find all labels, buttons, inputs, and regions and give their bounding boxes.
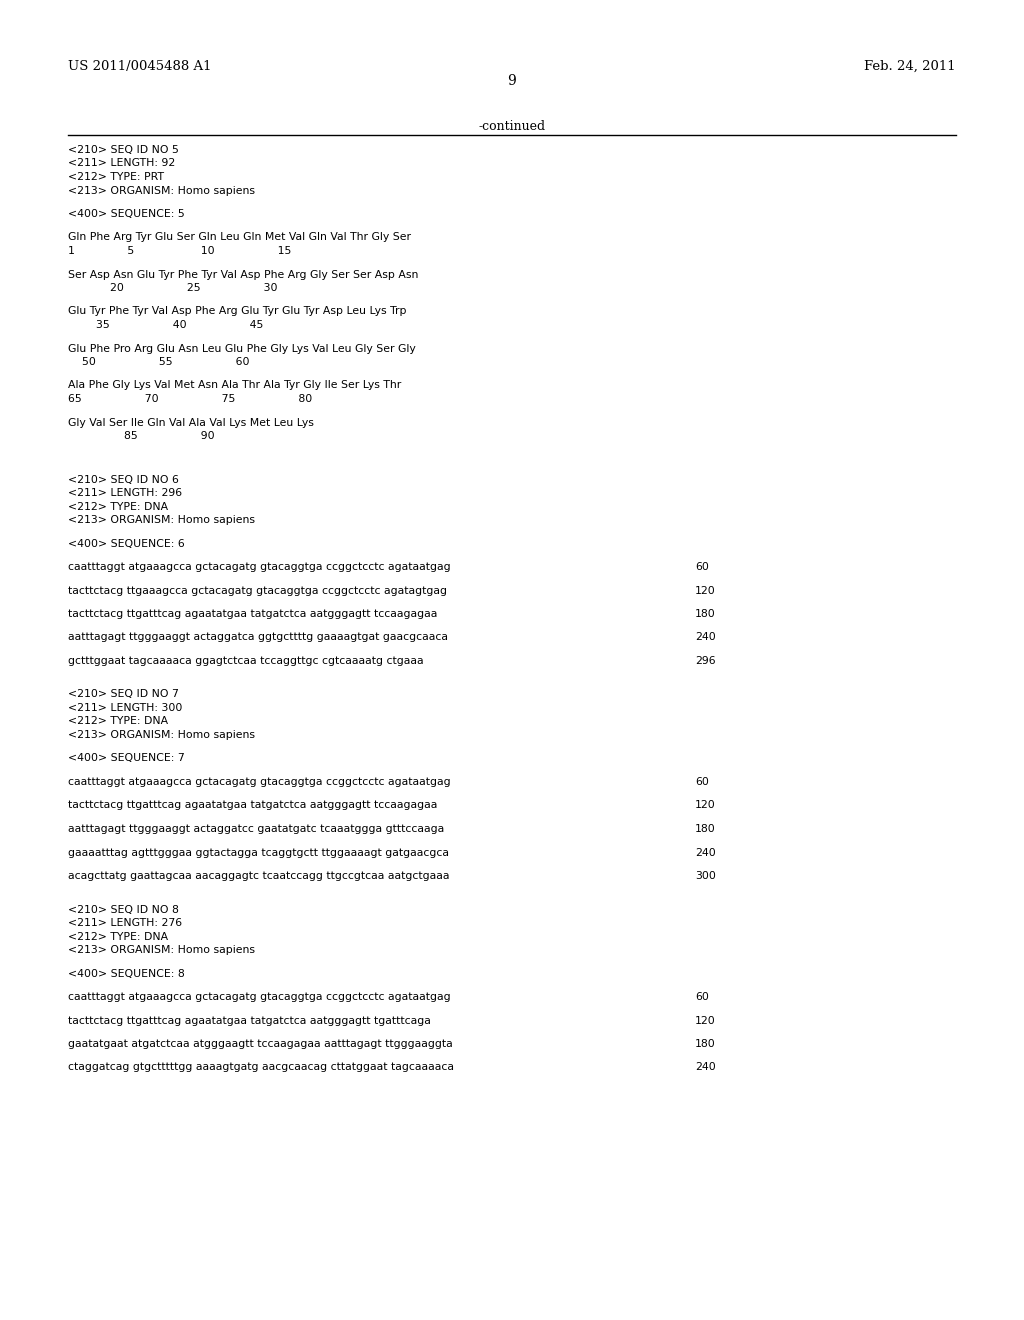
Text: 240: 240 bbox=[695, 847, 716, 858]
Text: <210> SEQ ID NO 5: <210> SEQ ID NO 5 bbox=[68, 145, 179, 154]
Text: tacttctacg ttgatttcag agaatatgaa tatgatctca aatgggagtt tccaagagaa: tacttctacg ttgatttcag agaatatgaa tatgatc… bbox=[68, 800, 437, 810]
Text: 296: 296 bbox=[695, 656, 716, 667]
Text: tacttctacg ttgaaagcca gctacagatg gtacaggtga ccggctcctc agatagtgag: tacttctacg ttgaaagcca gctacagatg gtacagg… bbox=[68, 586, 447, 595]
Text: 50                  55                  60: 50 55 60 bbox=[68, 356, 250, 367]
Text: Gly Val Ser Ile Gln Val Ala Val Lys Met Leu Lys: Gly Val Ser Ile Gln Val Ala Val Lys Met … bbox=[68, 417, 314, 428]
Text: caatttaggt atgaaagcca gctacagatg gtacaggtga ccggctcctc agataatgag: caatttaggt atgaaagcca gctacagatg gtacagg… bbox=[68, 993, 451, 1002]
Text: <211> LENGTH: 296: <211> LENGTH: 296 bbox=[68, 488, 182, 498]
Text: -continued: -continued bbox=[478, 120, 546, 133]
Text: 300: 300 bbox=[695, 871, 716, 880]
Text: <213> ORGANISM: Homo sapiens: <213> ORGANISM: Homo sapiens bbox=[68, 730, 255, 741]
Text: Gln Phe Arg Tyr Glu Ser Gln Leu Gln Met Val Gln Val Thr Gly Ser: Gln Phe Arg Tyr Glu Ser Gln Leu Gln Met … bbox=[68, 232, 411, 243]
Text: <213> ORGANISM: Homo sapiens: <213> ORGANISM: Homo sapiens bbox=[68, 186, 255, 195]
Text: <211> LENGTH: 276: <211> LENGTH: 276 bbox=[68, 917, 182, 928]
Text: <213> ORGANISM: Homo sapiens: <213> ORGANISM: Homo sapiens bbox=[68, 945, 255, 954]
Text: <210> SEQ ID NO 8: <210> SEQ ID NO 8 bbox=[68, 904, 179, 915]
Text: <211> LENGTH: 300: <211> LENGTH: 300 bbox=[68, 704, 182, 713]
Text: 9: 9 bbox=[508, 74, 516, 88]
Text: 60: 60 bbox=[695, 993, 709, 1002]
Text: aatttagagt ttgggaaggt actaggatca ggtgcttttg gaaaagtgat gaacgcaaca: aatttagagt ttgggaaggt actaggatca ggtgctt… bbox=[68, 632, 449, 643]
Text: tacttctacg ttgatttcag agaatatgaa tatgatctca aatgggagtt tccaagagaa: tacttctacg ttgatttcag agaatatgaa tatgatc… bbox=[68, 609, 437, 619]
Text: 120: 120 bbox=[695, 800, 716, 810]
Text: <212> TYPE: DNA: <212> TYPE: DNA bbox=[68, 502, 168, 511]
Text: tacttctacg ttgatttcag agaatatgaa tatgatctca aatgggagtt tgatttcaga: tacttctacg ttgatttcag agaatatgaa tatgatc… bbox=[68, 1015, 431, 1026]
Text: Feb. 24, 2011: Feb. 24, 2011 bbox=[864, 59, 956, 73]
Text: <210> SEQ ID NO 6: <210> SEQ ID NO 6 bbox=[68, 474, 179, 484]
Text: <400> SEQUENCE: 6: <400> SEQUENCE: 6 bbox=[68, 539, 184, 549]
Text: <400> SEQUENCE: 5: <400> SEQUENCE: 5 bbox=[68, 209, 184, 219]
Text: <211> LENGTH: 92: <211> LENGTH: 92 bbox=[68, 158, 175, 169]
Text: Ser Asp Asn Glu Tyr Phe Tyr Val Asp Phe Arg Gly Ser Ser Asp Asn: Ser Asp Asn Glu Tyr Phe Tyr Val Asp Phe … bbox=[68, 269, 419, 280]
Text: 240: 240 bbox=[695, 632, 716, 643]
Text: Ala Phe Gly Lys Val Met Asn Ala Thr Ala Tyr Gly Ile Ser Lys Thr: Ala Phe Gly Lys Val Met Asn Ala Thr Ala … bbox=[68, 380, 401, 391]
Text: 180: 180 bbox=[695, 824, 716, 834]
Text: 120: 120 bbox=[695, 586, 716, 595]
Text: <212> TYPE: DNA: <212> TYPE: DNA bbox=[68, 932, 168, 941]
Text: 180: 180 bbox=[695, 1039, 716, 1049]
Text: gaaaatttag agtttgggaa ggtactagga tcaggtgctt ttggaaaagt gatgaacgca: gaaaatttag agtttgggaa ggtactagga tcaggtg… bbox=[68, 847, 449, 858]
Text: <212> TYPE: PRT: <212> TYPE: PRT bbox=[68, 172, 164, 182]
Text: aatttagagt ttgggaaggt actaggatcc gaatatgatc tcaaatggga gtttccaaga: aatttagagt ttgggaaggt actaggatcc gaatatg… bbox=[68, 824, 444, 834]
Text: ctaggatcag gtgctttttgg aaaagtgatg aacgcaacag cttatggaat tagcaaaaca: ctaggatcag gtgctttttgg aaaagtgatg aacgca… bbox=[68, 1063, 454, 1072]
Text: gctttggaat tagcaaaaca ggagtctcaa tccaggttgc cgtcaaaatg ctgaaa: gctttggaat tagcaaaaca ggagtctcaa tccaggt… bbox=[68, 656, 424, 667]
Text: 1               5                   10                  15: 1 5 10 15 bbox=[68, 246, 292, 256]
Text: caatttaggt atgaaagcca gctacagatg gtacaggtga ccggctcctc agataatgag: caatttaggt atgaaagcca gctacagatg gtacagg… bbox=[68, 562, 451, 572]
Text: 35                  40                  45: 35 40 45 bbox=[68, 319, 263, 330]
Text: 180: 180 bbox=[695, 609, 716, 619]
Text: <400> SEQUENCE: 8: <400> SEQUENCE: 8 bbox=[68, 969, 184, 978]
Text: <212> TYPE: DNA: <212> TYPE: DNA bbox=[68, 717, 168, 726]
Text: US 2011/0045488 A1: US 2011/0045488 A1 bbox=[68, 59, 212, 73]
Text: <210> SEQ ID NO 7: <210> SEQ ID NO 7 bbox=[68, 689, 179, 700]
Text: 60: 60 bbox=[695, 562, 709, 572]
Text: 20                  25                  30: 20 25 30 bbox=[68, 282, 278, 293]
Text: Glu Tyr Phe Tyr Val Asp Phe Arg Glu Tyr Glu Tyr Asp Leu Lys Trp: Glu Tyr Phe Tyr Val Asp Phe Arg Glu Tyr … bbox=[68, 306, 407, 317]
Text: <400> SEQUENCE: 7: <400> SEQUENCE: 7 bbox=[68, 754, 184, 763]
Text: Glu Phe Pro Arg Glu Asn Leu Glu Phe Gly Lys Val Leu Gly Ser Gly: Glu Phe Pro Arg Glu Asn Leu Glu Phe Gly … bbox=[68, 343, 416, 354]
Text: gaatatgaat atgatctcaa atgggaagtt tccaagagaa aatttagagt ttgggaaggta: gaatatgaat atgatctcaa atgggaagtt tccaaga… bbox=[68, 1039, 453, 1049]
Text: 120: 120 bbox=[695, 1015, 716, 1026]
Text: 65                  70                  75                  80: 65 70 75 80 bbox=[68, 393, 312, 404]
Text: 60: 60 bbox=[695, 777, 709, 787]
Text: 85                  90: 85 90 bbox=[68, 432, 215, 441]
Text: acagcttatg gaattagcaa aacaggagtc tcaatccagg ttgccgtcaa aatgctgaaa: acagcttatg gaattagcaa aacaggagtc tcaatcc… bbox=[68, 871, 450, 880]
Text: 240: 240 bbox=[695, 1063, 716, 1072]
Text: <213> ORGANISM: Homo sapiens: <213> ORGANISM: Homo sapiens bbox=[68, 515, 255, 525]
Text: caatttaggt atgaaagcca gctacagatg gtacaggtga ccggctcctc agataatgag: caatttaggt atgaaagcca gctacagatg gtacagg… bbox=[68, 777, 451, 787]
